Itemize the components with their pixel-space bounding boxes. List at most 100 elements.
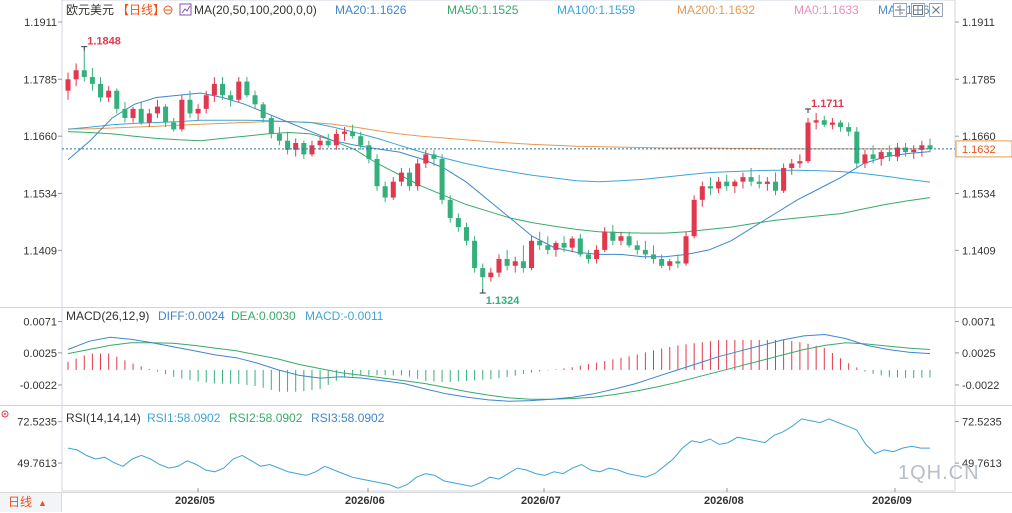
crosshair-icon[interactable]	[893, 3, 907, 17]
candle-body	[276, 133, 282, 141]
candle-body	[683, 236, 689, 264]
macd-value-label: MACD:-0.0011	[305, 309, 384, 323]
candle-body	[211, 83, 217, 96]
ma200-line	[68, 121, 930, 150]
candle-body	[447, 199, 453, 219]
triangle-up-icon: ▲	[38, 498, 47, 508]
rsi-tick-right: 49.7613	[962, 458, 1002, 470]
macd-tick-right: 0.0025	[962, 348, 996, 360]
ma20-line	[67, 92, 931, 258]
candle-body	[854, 131, 860, 164]
y-tick-label-right: 1.1911	[962, 17, 995, 29]
ma-value-label: MA0:1.1633	[794, 3, 859, 17]
candle-body	[423, 154, 429, 164]
candle-body	[903, 147, 909, 153]
candle-body	[781, 168, 787, 191]
candle-body	[236, 81, 242, 100]
target-icon	[1, 410, 9, 418]
candle-body	[219, 83, 226, 96]
candle-body	[463, 227, 469, 241]
candle-body	[203, 95, 209, 109]
candle-body	[724, 181, 730, 187]
candle-body	[602, 231, 608, 250]
candle-body	[520, 261, 526, 269]
candle-body	[772, 181, 779, 191]
instrument-name: 欧元美元	[66, 3, 114, 17]
y-tick-label-left: 1.1785	[23, 74, 57, 86]
time-axis-bar: 日线 ▲ 2026/05 2026/06 2026/07 2026/08 2026…	[0, 492, 1012, 512]
period-selector[interactable]: 日线 ▲	[0, 493, 62, 512]
period-label: 【日线】	[117, 3, 165, 17]
candle-body	[894, 147, 900, 157]
candle-body	[431, 154, 437, 159]
close-icon[interactable]	[929, 3, 943, 17]
rsi-label: RSI(14,14,14)	[66, 411, 141, 425]
candle-body	[553, 243, 559, 250]
candle-body	[382, 186, 388, 198]
candle-body	[707, 186, 713, 189]
candle-body	[545, 245, 551, 250]
candle-body	[122, 108, 128, 118]
split-view-icon[interactable]	[911, 3, 925, 17]
candle-body	[228, 95, 234, 100]
ma-value-label: MA200:1.1632	[677, 3, 755, 17]
candle-body	[260, 104, 266, 118]
candle-body	[350, 131, 356, 137]
candle-body	[878, 152, 884, 159]
candle-body	[480, 268, 486, 278]
month-label: 2026/07	[521, 495, 561, 507]
candle-body	[472, 240, 478, 269]
macd-label: MACD(26,12,9)	[66, 309, 149, 323]
candle-body	[398, 172, 404, 182]
ma-value-label: MA20:1.1626	[335, 3, 407, 17]
candle-body	[333, 133, 339, 146]
y-tick-label-right: 1.1660	[962, 131, 996, 143]
candle-body	[716, 181, 722, 189]
candle-body	[439, 158, 445, 200]
month-label: 2026/05	[175, 495, 215, 507]
candle-body	[171, 122, 177, 130]
candle-body	[130, 108, 136, 118]
rsi1-label: RSI1:58.0902	[147, 411, 221, 425]
y-tick-label-left: 1.1534	[23, 188, 57, 200]
macd-tick-left: -0.0022	[20, 380, 57, 392]
y-tick-label-right: 1.1409	[962, 245, 996, 257]
rsi2-label: RSI2:58.0902	[229, 411, 303, 425]
candle-body	[740, 177, 746, 182]
candle-body	[561, 243, 567, 248]
candle-body	[285, 140, 291, 150]
candle-body	[585, 254, 591, 259]
month-label: 2026/08	[704, 495, 744, 507]
macd-tick-right: -0.0022	[962, 380, 999, 392]
y-tick-label-left: 1.1409	[23, 245, 57, 257]
y-tick-label-right: 1.1534	[962, 188, 996, 200]
candle-body	[691, 199, 697, 237]
candle-body	[390, 181, 396, 198]
candle-body	[919, 145, 925, 150]
candle-body	[163, 106, 169, 123]
month-label: 2026/09	[872, 495, 912, 507]
macd-diff-label: DIFF:0.0024	[158, 309, 225, 323]
candle-body	[488, 272, 494, 278]
rsi-tick-left: 49.7613	[17, 458, 57, 470]
candle-body	[106, 90, 112, 98]
settings-icon	[163, 5, 173, 15]
current-price-tag	[955, 140, 1012, 158]
candle-body	[821, 120, 827, 125]
y-tick-label-left: 1.1911	[24, 17, 57, 29]
y-tick-label-right: 1.1785	[962, 74, 996, 86]
candle-body	[366, 145, 372, 159]
candle-body	[675, 261, 681, 264]
candle-body	[415, 163, 421, 187]
candle-body	[789, 163, 795, 169]
candle-body	[65, 79, 71, 91]
candle-body	[748, 177, 754, 182]
candle-body	[252, 95, 258, 105]
candle-body	[797, 161, 803, 164]
annotation-label: 1.1848	[87, 36, 121, 48]
candle-body	[98, 83, 104, 98]
watermark: 1QH.CN	[898, 462, 980, 484]
candle-body	[317, 140, 323, 146]
macd-tick-left: 0.0071	[23, 317, 57, 329]
candle-body	[911, 149, 917, 153]
